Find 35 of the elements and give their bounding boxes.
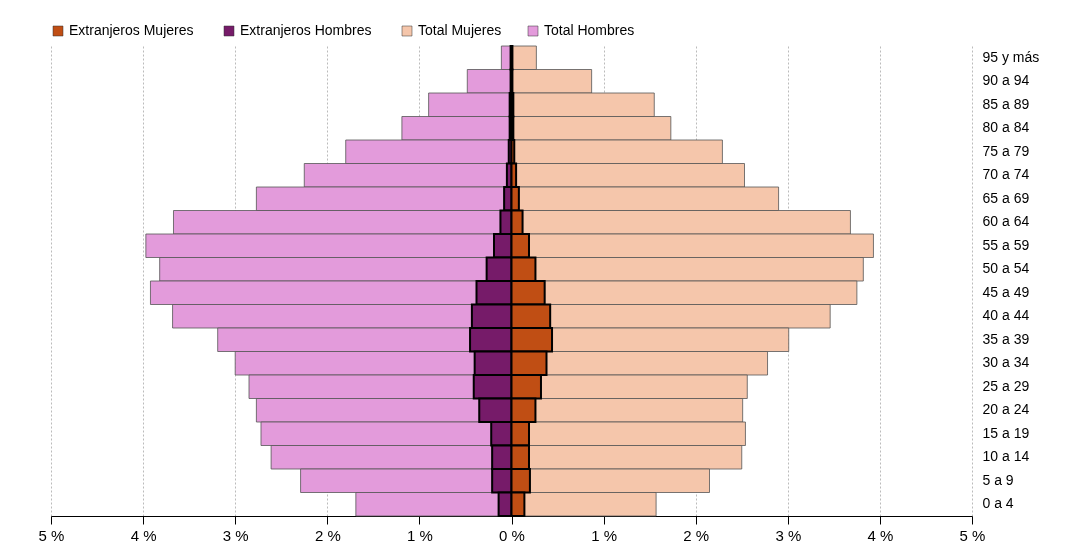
x-tick-label: 1 % [406, 526, 433, 544]
x-tick-label: 1 % [591, 526, 618, 544]
x-tick-label: 5 % [959, 526, 986, 544]
y-tick-label: 70 a 74 [982, 166, 1030, 183]
y-tick-label: 10 a 14 [982, 448, 1030, 465]
legend-label: Extranjeros Mujeres [69, 22, 194, 38]
y-tick-label: 5 a 9 [982, 471, 1014, 488]
y-tick-label: 25 a 29 [982, 377, 1030, 394]
y-tick-label: 45 a 49 [982, 283, 1030, 300]
legend-label: Extranjeros Hombres [240, 22, 372, 38]
y-tick-label: 60 a 64 [982, 213, 1030, 230]
x-tick-label: 3 % [222, 526, 249, 544]
y-tick-label: 85 a 89 [982, 95, 1030, 112]
y-tick-label: 35 a 39 [982, 330, 1030, 347]
y-tick-label: 30 a 34 [982, 354, 1030, 371]
y-tick-label: 0 a 4 [982, 495, 1014, 512]
x-tick-label: 5 % [38, 526, 65, 544]
y-tick-label: 80 a 84 [982, 119, 1030, 136]
x-tick-label: 0 % [499, 526, 525, 544]
x-tick-label: 4 % [130, 526, 157, 544]
x-tick-label: 2 % [314, 526, 341, 544]
y-tick-label: 40 a 44 [982, 307, 1030, 324]
y-tick-label: 55 a 59 [982, 236, 1030, 253]
y-tick-label: 75 a 79 [982, 142, 1030, 159]
legend-label: Total Mujeres [418, 22, 502, 38]
y-tick-label: 20 a 24 [982, 401, 1030, 418]
x-tick-label: 3 % [775, 526, 802, 544]
y-tick-label: 90 a 94 [982, 72, 1030, 89]
x-tick-label: 4 % [867, 526, 894, 544]
y-tick-label: 65 a 69 [982, 189, 1030, 206]
x-tick-label: 2 % [683, 526, 710, 544]
legend-label: Total Hombres [544, 22, 635, 38]
y-tick-label: 50 a 54 [982, 260, 1030, 277]
y-tick-label: 95 y más [982, 48, 1040, 65]
y-tick-label: 15 a 19 [982, 424, 1030, 441]
